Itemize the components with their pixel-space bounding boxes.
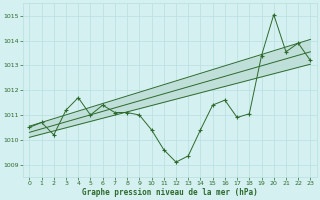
X-axis label: Graphe pression niveau de la mer (hPa): Graphe pression niveau de la mer (hPa) <box>82 188 258 197</box>
